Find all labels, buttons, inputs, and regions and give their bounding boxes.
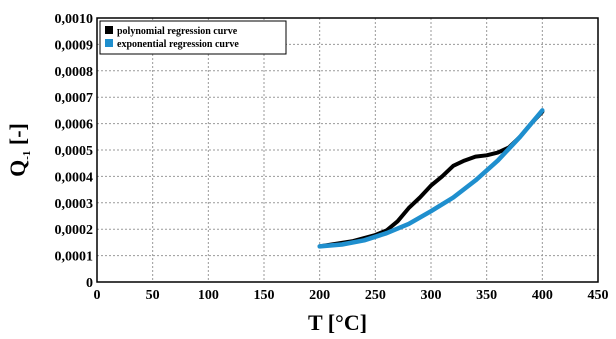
x-tick-label: 200 — [309, 288, 330, 303]
legend-label: exponential regression curve — [117, 39, 239, 50]
y-tick-label: 0,0005 — [55, 144, 94, 159]
y-tick-label: 0,0007 — [55, 91, 94, 106]
y-tick-label: 0,0006 — [55, 118, 94, 133]
y-tick-label: 0,0008 — [55, 65, 94, 80]
x-tick-label: 400 — [532, 288, 553, 303]
legend-box — [99, 20, 287, 55]
x-tick-label: 0 — [94, 288, 101, 303]
series-line-exponential — [317, 108, 545, 249]
y-tick-label: 0 — [86, 276, 93, 291]
legend-swatch — [105, 39, 113, 47]
x-tick-label: 300 — [421, 288, 442, 303]
x-tick-label: 350 — [476, 288, 497, 303]
x-tick-label: 50 — [146, 288, 160, 303]
plot-frame — [96, 17, 599, 283]
y-tick-label: 0,0001 — [55, 250, 94, 265]
x-tick-label: 150 — [254, 288, 275, 303]
y-tick-label: 0,0002 — [55, 223, 94, 238]
x-axis-title: T [°C] — [308, 310, 367, 334]
y-tick-label: 0,0004 — [55, 170, 94, 185]
y-tick-label: 0,0009 — [55, 38, 94, 53]
legend-swatch — [105, 26, 113, 34]
x-tick-label: 450 — [588, 288, 609, 303]
y-tick-label: 0,0010 — [55, 12, 94, 27]
y-tick-label: 0,0003 — [55, 197, 94, 212]
x-tick-label: 100 — [198, 288, 219, 303]
legend-label: polynomial regression curve — [117, 26, 238, 37]
y-axis-title: Q-1 [-] — [5, 123, 33, 177]
x-tick-label: 250 — [365, 288, 386, 303]
